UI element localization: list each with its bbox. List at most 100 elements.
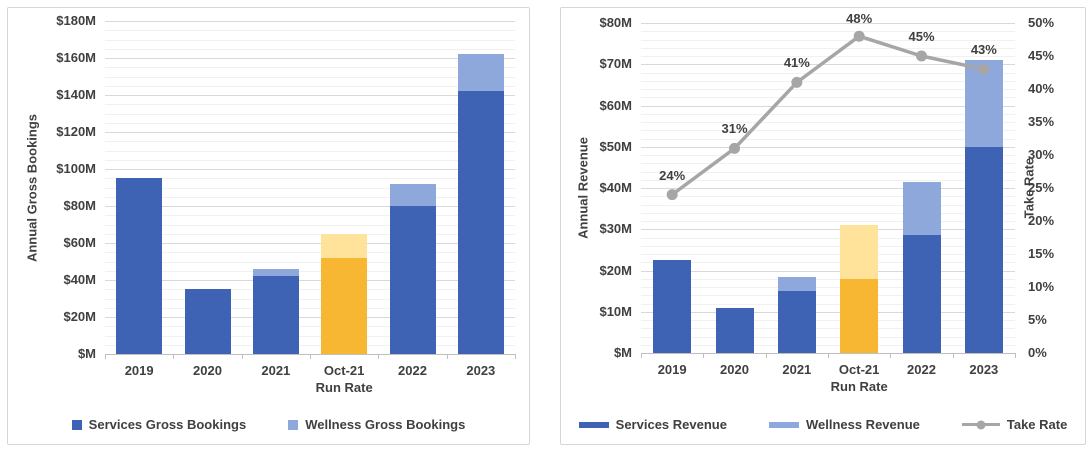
gridline-minor bbox=[105, 39, 515, 41]
bar-segment bbox=[902, 235, 941, 353]
take-rate-data-label: 48% bbox=[846, 11, 873, 26]
gridline-minor bbox=[105, 76, 515, 78]
revenue-plot-area: 24% 31% 41% 48% 45% 43% bbox=[641, 11, 1016, 358]
x-axis-tickmark bbox=[105, 354, 106, 359]
bar-segment bbox=[902, 181, 941, 236]
legend-label: Wellness Gross Bookings bbox=[305, 417, 466, 432]
gridline-minor bbox=[105, 30, 515, 32]
gridline-minor bbox=[641, 295, 1015, 297]
gridline-minor bbox=[641, 245, 1015, 247]
bar-segment bbox=[653, 260, 692, 353]
legend-label: Services Gross Bookings bbox=[88, 417, 247, 432]
gridline-minor bbox=[641, 155, 1015, 156]
y-tick-label: $20M bbox=[63, 309, 96, 324]
x-axis-line bbox=[641, 353, 1015, 354]
gridline-minor bbox=[105, 85, 515, 87]
x-category-label: 2019 bbox=[657, 362, 687, 377]
x-axis-tickmark bbox=[515, 354, 516, 359]
gridline-minor bbox=[641, 39, 1015, 41]
gridline-major bbox=[641, 229, 1015, 231]
take-rate-tick-label: 15% bbox=[1028, 246, 1055, 261]
x-category-label: Oct-21 Run Rate bbox=[315, 363, 373, 395]
gridline-minor bbox=[105, 252, 515, 254]
y-tick-label: $M bbox=[77, 346, 96, 361]
bar-segment bbox=[715, 307, 754, 353]
gridline-minor bbox=[641, 320, 1015, 321]
y-tick-label: $70M bbox=[599, 56, 632, 72]
gridline-minor bbox=[105, 141, 515, 143]
y-tick-label: $M bbox=[613, 345, 632, 360]
gridline-minor bbox=[641, 303, 1015, 305]
x-axis-tickmark bbox=[241, 354, 243, 359]
y-tick-label: $30M bbox=[599, 221, 632, 237]
bar-segment bbox=[840, 225, 879, 279]
bar-segment bbox=[389, 183, 436, 206]
gridline-minor bbox=[641, 262, 1015, 264]
take-rate-line bbox=[666, 30, 990, 201]
gridline-major bbox=[105, 280, 515, 281]
bar-segment bbox=[321, 257, 368, 354]
y-tick-label: $160M bbox=[56, 50, 96, 65]
gridline-minor bbox=[641, 179, 1015, 181]
revenue-legend: Services Revenue Wellness Revenue Take Rat… bbox=[561, 417, 1085, 432]
gridline-major bbox=[105, 21, 515, 22]
legend-line-dot bbox=[976, 420, 986, 429]
take-rate-marker bbox=[791, 76, 803, 88]
x-axis-tickmark bbox=[641, 353, 642, 358]
gridline-major bbox=[105, 58, 515, 59]
gridline-minor bbox=[641, 97, 1015, 99]
take-rate-tick-label: 5% bbox=[1028, 312, 1047, 327]
gridline-major bbox=[641, 146, 1015, 148]
x-axis-line bbox=[105, 354, 515, 355]
take-rate-data-label: 45% bbox=[908, 29, 935, 44]
gridline-minor bbox=[641, 204, 1015, 206]
x-category-label: 2020 bbox=[720, 362, 749, 377]
legend-series-marker bbox=[768, 421, 799, 428]
gridline-minor bbox=[105, 150, 515, 152]
gridline-minor bbox=[105, 335, 515, 337]
bar-segment bbox=[116, 178, 163, 354]
gridline-minor bbox=[641, 171, 1015, 173]
gridline-minor bbox=[641, 138, 1015, 140]
take-rate-data-label: 43% bbox=[970, 42, 997, 58]
gridline-minor bbox=[105, 178, 515, 180]
gridline-minor bbox=[105, 224, 515, 226]
y-tick-label: $40M bbox=[63, 272, 96, 287]
gridline-major bbox=[105, 169, 515, 170]
y-tick-label: $80M bbox=[599, 15, 632, 30]
gridline-major bbox=[641, 188, 1015, 189]
gridline-minor bbox=[105, 344, 515, 346]
gridline-minor bbox=[641, 212, 1015, 214]
gridline-minor bbox=[105, 187, 515, 189]
legend-line-marker bbox=[961, 420, 1000, 429]
gridline-minor bbox=[105, 113, 515, 115]
gridline-minor bbox=[641, 163, 1015, 165]
y-tick-label: $120M bbox=[56, 124, 96, 139]
x-category-label: 2023 bbox=[466, 363, 496, 378]
bar-segment bbox=[252, 276, 299, 354]
take-rate-tick-label: 0% bbox=[1028, 345, 1047, 360]
gridline-minor bbox=[641, 113, 1015, 115]
gridline-minor bbox=[641, 221, 1015, 222]
x-axis-tickmark bbox=[310, 354, 311, 359]
legend-label: Take Rate bbox=[1006, 417, 1068, 432]
y-tick-label: $40M bbox=[599, 180, 632, 195]
bar-segment bbox=[184, 289, 231, 354]
y-tick-label: $60M bbox=[599, 97, 632, 113]
x-category-label: 2019 bbox=[124, 363, 154, 378]
gridline-minor bbox=[641, 287, 1015, 288]
gridline-major bbox=[641, 105, 1015, 107]
gridline-minor bbox=[641, 56, 1015, 57]
gridline-minor bbox=[105, 307, 515, 309]
gridline-major bbox=[105, 206, 515, 207]
take-rate-tick-label: 35% bbox=[1028, 114, 1055, 129]
bar-segment bbox=[964, 146, 1003, 353]
legend-item: Wellness Revenue bbox=[768, 417, 920, 432]
x-axis-tickmark bbox=[828, 353, 829, 358]
gridline-minor bbox=[641, 72, 1015, 74]
gridline-minor bbox=[105, 67, 515, 69]
x-category-label: 2022 bbox=[907, 362, 936, 377]
y-tick-label: $20M bbox=[599, 262, 632, 278]
take-rate-tick-label: 50% bbox=[1028, 15, 1055, 30]
